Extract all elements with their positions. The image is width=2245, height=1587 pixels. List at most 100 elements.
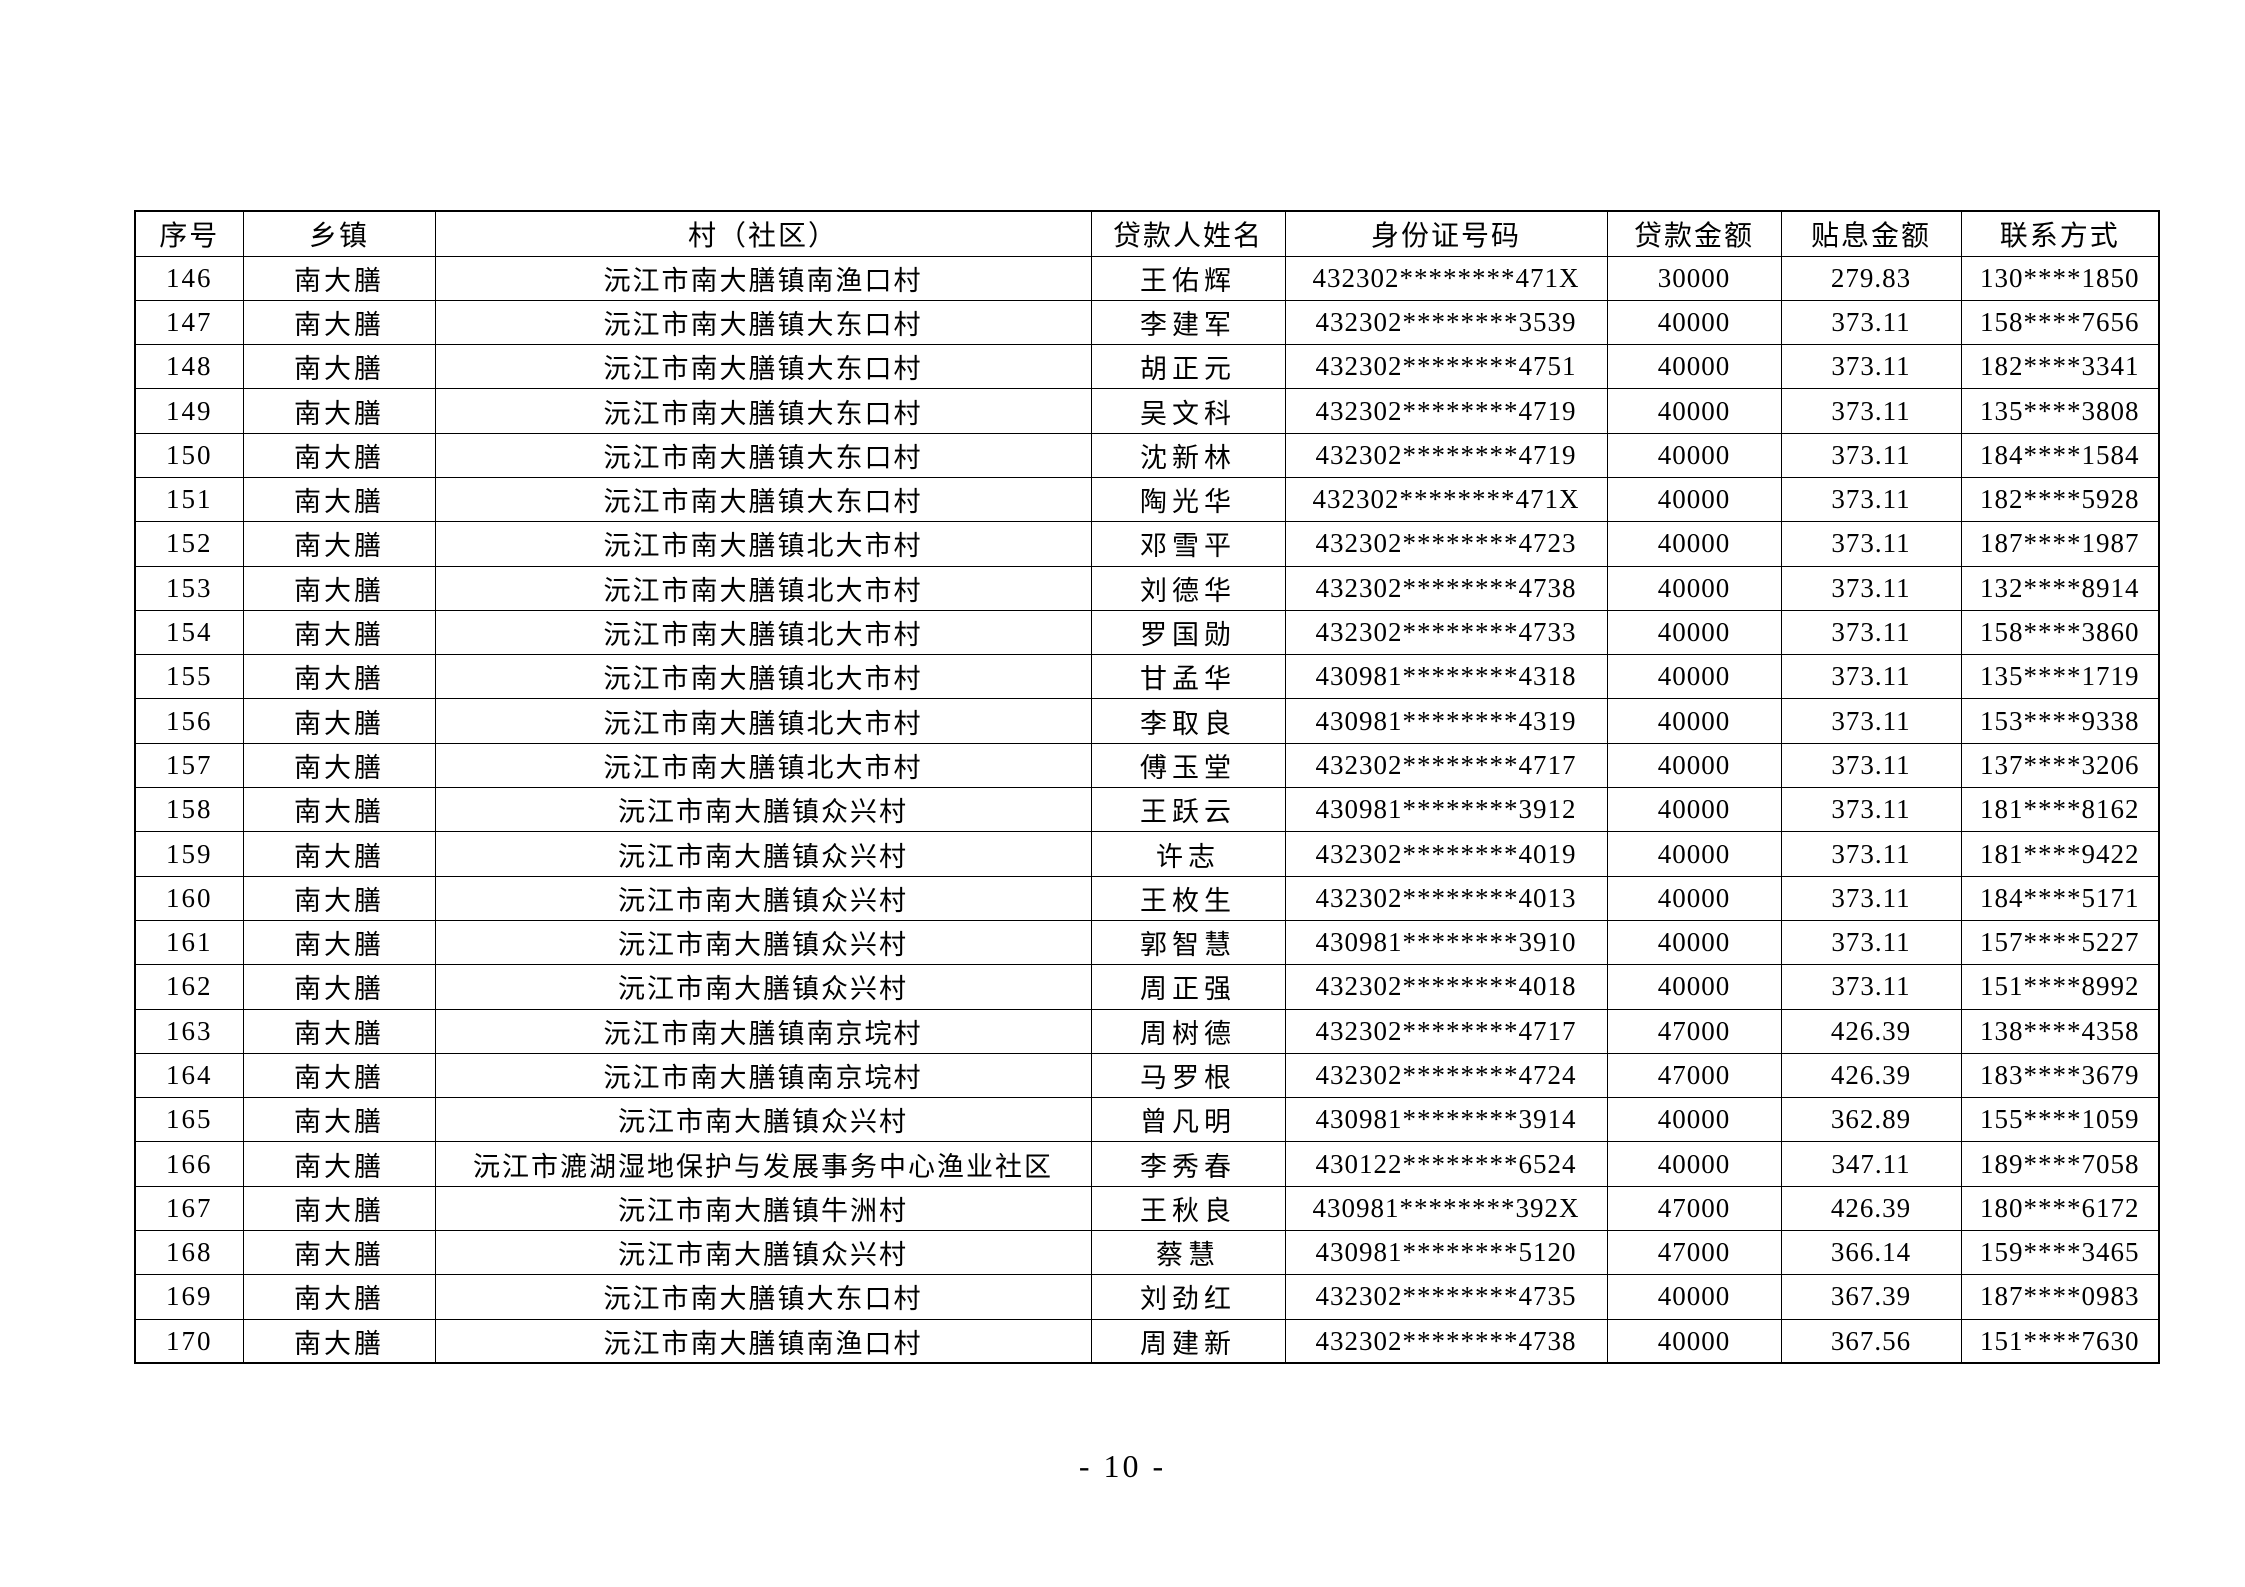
subsidy-amount-cell: 373.11 [1780, 831, 1962, 877]
subsidy-amount-cell: 373.11 [1780, 919, 1962, 966]
loan-amount-cell: 40000 [1606, 698, 1782, 744]
contact-phone-cell: 184****1584 [1960, 432, 2160, 478]
loan-amount-cell: 40000 [1606, 388, 1782, 434]
id-number-cell: 432302********4018 [1284, 964, 1608, 1010]
column-header: 联系方式 [1960, 210, 2160, 257]
table-row: 164 南大膳 沅江市南大膳镇南京垸村 马罗根 432302********4724 47… [134, 1052, 2160, 1099]
loan-amount-cell: 40000 [1606, 521, 1782, 567]
id-number-cell: 430981********5120 [1284, 1230, 1608, 1276]
township-cell: 南大膳 [242, 609, 436, 656]
borrower-name-cell: 吴文科 [1090, 388, 1286, 434]
table-row: 168 南大膳 沅江市南大膳镇众兴村 蔡慧 430981********5120 4700… [134, 1230, 2160, 1276]
table-row: 161 南大膳 沅江市南大膳镇众兴村 郭智慧 430981********3910 400… [134, 919, 2160, 966]
village-cell: 沅江市南大膳镇北大市村 [434, 742, 1092, 789]
row-index-cell: 165 [134, 1097, 244, 1143]
contact-phone-cell: 180****6172 [1960, 1185, 2160, 1232]
borrower-name-cell: 周建新 [1090, 1318, 1286, 1364]
subsidy-amount-cell: 367.39 [1780, 1274, 1962, 1320]
township-cell: 南大膳 [242, 476, 436, 523]
borrower-name-cell: 王枚生 [1090, 875, 1286, 921]
row-index-cell: 146 [134, 255, 244, 301]
village-cell: 沅江市南大膳镇大东口村 [434, 344, 1092, 390]
subsidy-amount-cell: 366.14 [1780, 1230, 1962, 1276]
id-number-cell: 432302********4751 [1284, 344, 1608, 390]
loan-amount-cell: 40000 [1606, 964, 1782, 1010]
township-cell: 南大膳 [242, 1185, 436, 1232]
township-cell: 南大膳 [242, 255, 436, 301]
id-number-cell: 432302********4735 [1284, 1274, 1608, 1320]
village-cell: 沅江市南大膳镇南渔口村 [434, 1318, 1092, 1364]
loan-amount-cell: 40000 [1606, 432, 1782, 478]
table-row: 157 南大膳 沅江市南大膳镇北大市村 傅玉堂 432302********4717 40… [134, 742, 2160, 789]
contact-phone-cell: 182****3341 [1960, 344, 2160, 390]
row-index-cell: 163 [134, 1008, 244, 1054]
table-row: 156 南大膳 沅江市南大膳镇北大市村 李取良 430981********4319 40… [134, 698, 2160, 744]
column-header: 贴息金额 [1780, 210, 1962, 257]
row-index-cell: 157 [134, 742, 244, 789]
subsidy-amount-cell: 347.11 [1780, 1141, 1962, 1187]
borrower-name-cell: 蔡慧 [1090, 1230, 1286, 1276]
village-cell: 沅江市南大膳镇北大市村 [434, 521, 1092, 567]
borrower-name-cell: 曾凡明 [1090, 1097, 1286, 1143]
borrower-name-cell: 王秋良 [1090, 1185, 1286, 1232]
row-index-cell: 164 [134, 1052, 244, 1099]
subsidy-amount-cell: 373.11 [1780, 432, 1962, 478]
loan-amount-cell: 40000 [1606, 1274, 1782, 1320]
subsidy-amount-cell: 279.83 [1780, 255, 1962, 301]
id-number-cell: 432302********4013 [1284, 875, 1608, 921]
contact-phone-cell: 138****4358 [1960, 1008, 2160, 1054]
township-cell: 南大膳 [242, 432, 436, 478]
column-header: 序号 [134, 210, 244, 257]
row-index-cell: 150 [134, 432, 244, 478]
subsidy-amount-cell: 426.39 [1780, 1185, 1962, 1232]
id-number-cell: 432302********4019 [1284, 831, 1608, 877]
township-cell: 南大膳 [242, 1141, 436, 1187]
township-cell: 南大膳 [242, 831, 436, 877]
contact-phone-cell: 151****8992 [1960, 964, 2160, 1010]
row-index-cell: 153 [134, 565, 244, 611]
township-cell: 南大膳 [242, 919, 436, 966]
loan-amount-cell: 40000 [1606, 476, 1782, 523]
contact-phone-cell: 181****8162 [1960, 787, 2160, 833]
loan-amount-cell: 40000 [1606, 1318, 1782, 1364]
township-cell: 南大膳 [242, 565, 436, 611]
row-index-cell: 151 [134, 476, 244, 523]
subsidy-amount-cell: 362.89 [1780, 1097, 1962, 1143]
loan-amount-cell: 47000 [1606, 1185, 1782, 1232]
borrower-name-cell: 陶光华 [1090, 476, 1286, 523]
table-header-row: 序号 乡镇 村（社区） 贷款人姓名 身份证号码 贷款金额 贴息金额 联系方式 [134, 210, 2160, 257]
id-number-cell: 432302********4719 [1284, 432, 1608, 478]
id-number-cell: 430981********3912 [1284, 787, 1608, 833]
loan-amount-cell: 47000 [1606, 1230, 1782, 1276]
page-number: - 10 - [1078, 1448, 1167, 1484]
table-row: 159 南大膳 沅江市南大膳镇众兴村 许志 432302********4019 4000… [134, 831, 2160, 877]
village-cell: 沅江市南大膳镇众兴村 [434, 875, 1092, 921]
contact-phone-cell: 137****3206 [1960, 742, 2160, 789]
subsidy-amount-cell: 367.56 [1780, 1318, 1962, 1364]
village-cell: 沅江市南大膳镇大东口村 [434, 476, 1092, 523]
id-number-cell: 432302********4723 [1284, 521, 1608, 567]
row-index-cell: 152 [134, 521, 244, 567]
village-cell: 沅江市南大膳镇众兴村 [434, 1230, 1092, 1276]
borrower-name-cell: 马罗根 [1090, 1052, 1286, 1099]
row-index-cell: 166 [134, 1141, 244, 1187]
borrower-name-cell: 刘劲红 [1090, 1274, 1286, 1320]
table-row: 169 南大膳 沅江市南大膳镇大东口村 刘劲红 432302********4735 40… [134, 1274, 2160, 1320]
id-number-cell: 430981********4319 [1284, 698, 1608, 744]
contact-phone-cell: 157****5227 [1960, 919, 2160, 966]
borrower-name-cell: 甘孟华 [1090, 654, 1286, 700]
subsidy-amount-cell: 426.39 [1780, 1052, 1962, 1099]
borrower-name-cell: 沈新林 [1090, 432, 1286, 478]
village-cell: 沅江市南大膳镇北大市村 [434, 654, 1092, 700]
row-index-cell: 159 [134, 831, 244, 877]
id-number-cell: 432302********4717 [1284, 742, 1608, 789]
table-row: 163 南大膳 沅江市南大膳镇南京垸村 周树德 432302********4717 47… [134, 1008, 2160, 1054]
row-index-cell: 155 [134, 654, 244, 700]
village-cell: 沅江市南大膳镇南渔口村 [434, 255, 1092, 301]
table-row: 152 南大膳 沅江市南大膳镇北大市村 邓雪平 432302********4723 40… [134, 521, 2160, 567]
loan-amount-cell: 40000 [1606, 654, 1782, 700]
table-row: 160 南大膳 沅江市南大膳镇众兴村 王枚生 432302********4013 400… [134, 875, 2160, 921]
village-cell: 沅江市南大膳镇众兴村 [434, 831, 1092, 877]
village-cell: 沅江市南大膳镇北大市村 [434, 698, 1092, 744]
subsidy-amount-cell: 373.11 [1780, 521, 1962, 567]
